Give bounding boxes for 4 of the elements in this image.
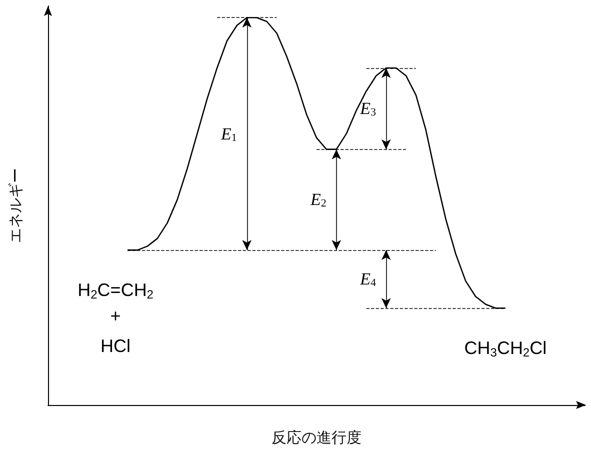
x-axis-title: 反応の進行度 bbox=[272, 428, 362, 446]
y-axis-title: エネルギー bbox=[6, 168, 24, 243]
annotation: HCl bbox=[100, 336, 131, 356]
annotation: + bbox=[110, 306, 121, 326]
